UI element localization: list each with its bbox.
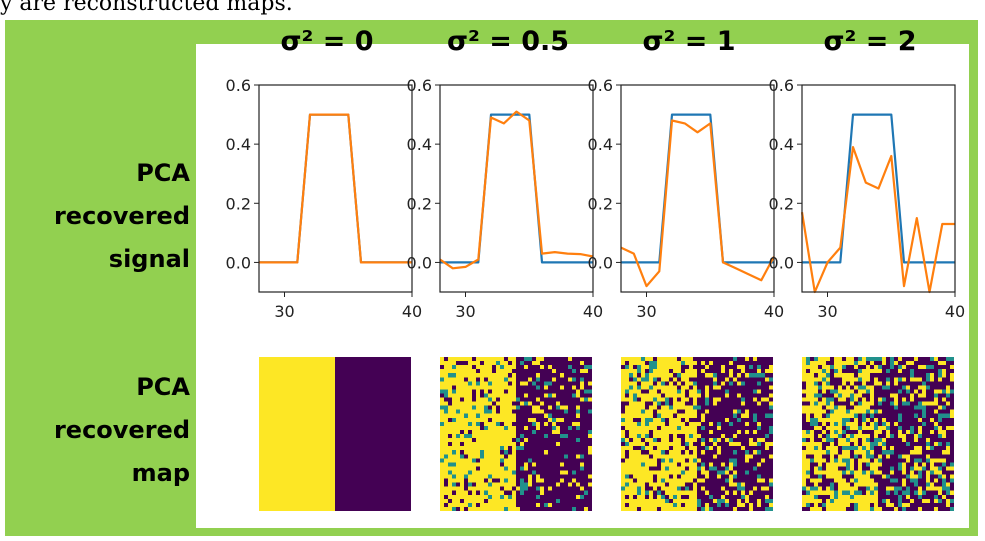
caption-text: y are reconstructed maps. <box>0 0 293 16</box>
chart-2-ytick-label-1: 0.4 <box>588 135 613 154</box>
chart-1-ytick-label-1: 0.4 <box>407 135 432 154</box>
chart-1-series-0 <box>440 113 593 264</box>
column-title-0: σ² = 0 <box>280 26 374 57</box>
chart-3-ytick-label-1: 0.4 <box>769 135 794 154</box>
chart-2-xtick-label-1: 40 <box>764 302 784 321</box>
column-title-1: σ² = 0.5 <box>446 26 570 57</box>
chart-3-xtick-label-1: 40 <box>945 302 965 321</box>
chart-3-series-1 <box>800 146 955 294</box>
chart-0-ytick-label-2: 0.2 <box>226 194 251 213</box>
chart-3-frame <box>801 84 956 293</box>
chart-0-ytick-label-1: 0.4 <box>226 135 251 154</box>
chart-0-xtick-label-0: 30 <box>274 302 294 321</box>
row-label-map: PCA recovered map <box>20 366 190 495</box>
recovered-map-2 <box>621 357 773 511</box>
chart-1-ytick-label-2: 0.2 <box>407 194 432 213</box>
chart-2-series-0 <box>621 113 774 264</box>
chart-0-ytick-label-0: 0.6 <box>226 76 251 95</box>
chart-2-ytick-label-2: 0.2 <box>588 194 613 213</box>
row-label-signal-line-3: signal <box>108 245 190 273</box>
chart-0-xtick-label-1: 40 <box>402 302 422 321</box>
chart-3-xtick-label-0: 30 <box>817 302 837 321</box>
chart-0-series-1 <box>259 113 412 264</box>
chart-1-ytick-label-0: 0.6 <box>407 76 432 95</box>
chart-2-ytick-label-0: 0.6 <box>588 76 613 95</box>
chart-1-frame <box>439 84 594 293</box>
chart-1-series-1 <box>439 110 594 270</box>
chart-3-ytick-label-2: 0.2 <box>769 194 794 213</box>
chart-2-frame <box>620 84 775 293</box>
column-title-2: σ² = 1 <box>642 26 736 57</box>
row-label-signal: PCA recovered signal <box>20 152 190 281</box>
recovered-map-3 <box>802 357 954 511</box>
recovered-map-1 <box>440 357 592 511</box>
chart-3-ytick-label-0: 0.6 <box>769 76 794 95</box>
column-title-3: σ² = 2 <box>823 26 917 57</box>
recovered-map-0 <box>259 357 411 511</box>
chart-2-series-1 <box>620 119 775 288</box>
chart-0-ytick-label-3: 0.0 <box>226 253 251 272</box>
chart-1-xtick-label-0: 30 <box>455 302 475 321</box>
chart-0-frame <box>258 84 413 293</box>
chart-2-ytick-label-3: 0.0 <box>588 253 613 272</box>
row-label-map-line-1: PCA <box>136 373 190 401</box>
chart-0-series-0 <box>259 113 412 264</box>
row-label-map-line-2: recovered <box>53 416 190 444</box>
chart-2-xtick-label-0: 30 <box>636 302 656 321</box>
chart-1-xtick-label-1: 40 <box>583 302 603 321</box>
row-label-map-line-3: map <box>131 459 190 487</box>
chart-3-ytick-label-3: 0.0 <box>769 253 794 272</box>
row-label-signal-line-2: recovered <box>53 202 190 230</box>
row-label-signal-line-1: PCA <box>136 159 190 187</box>
chart-1-ytick-label-3: 0.0 <box>407 253 432 272</box>
